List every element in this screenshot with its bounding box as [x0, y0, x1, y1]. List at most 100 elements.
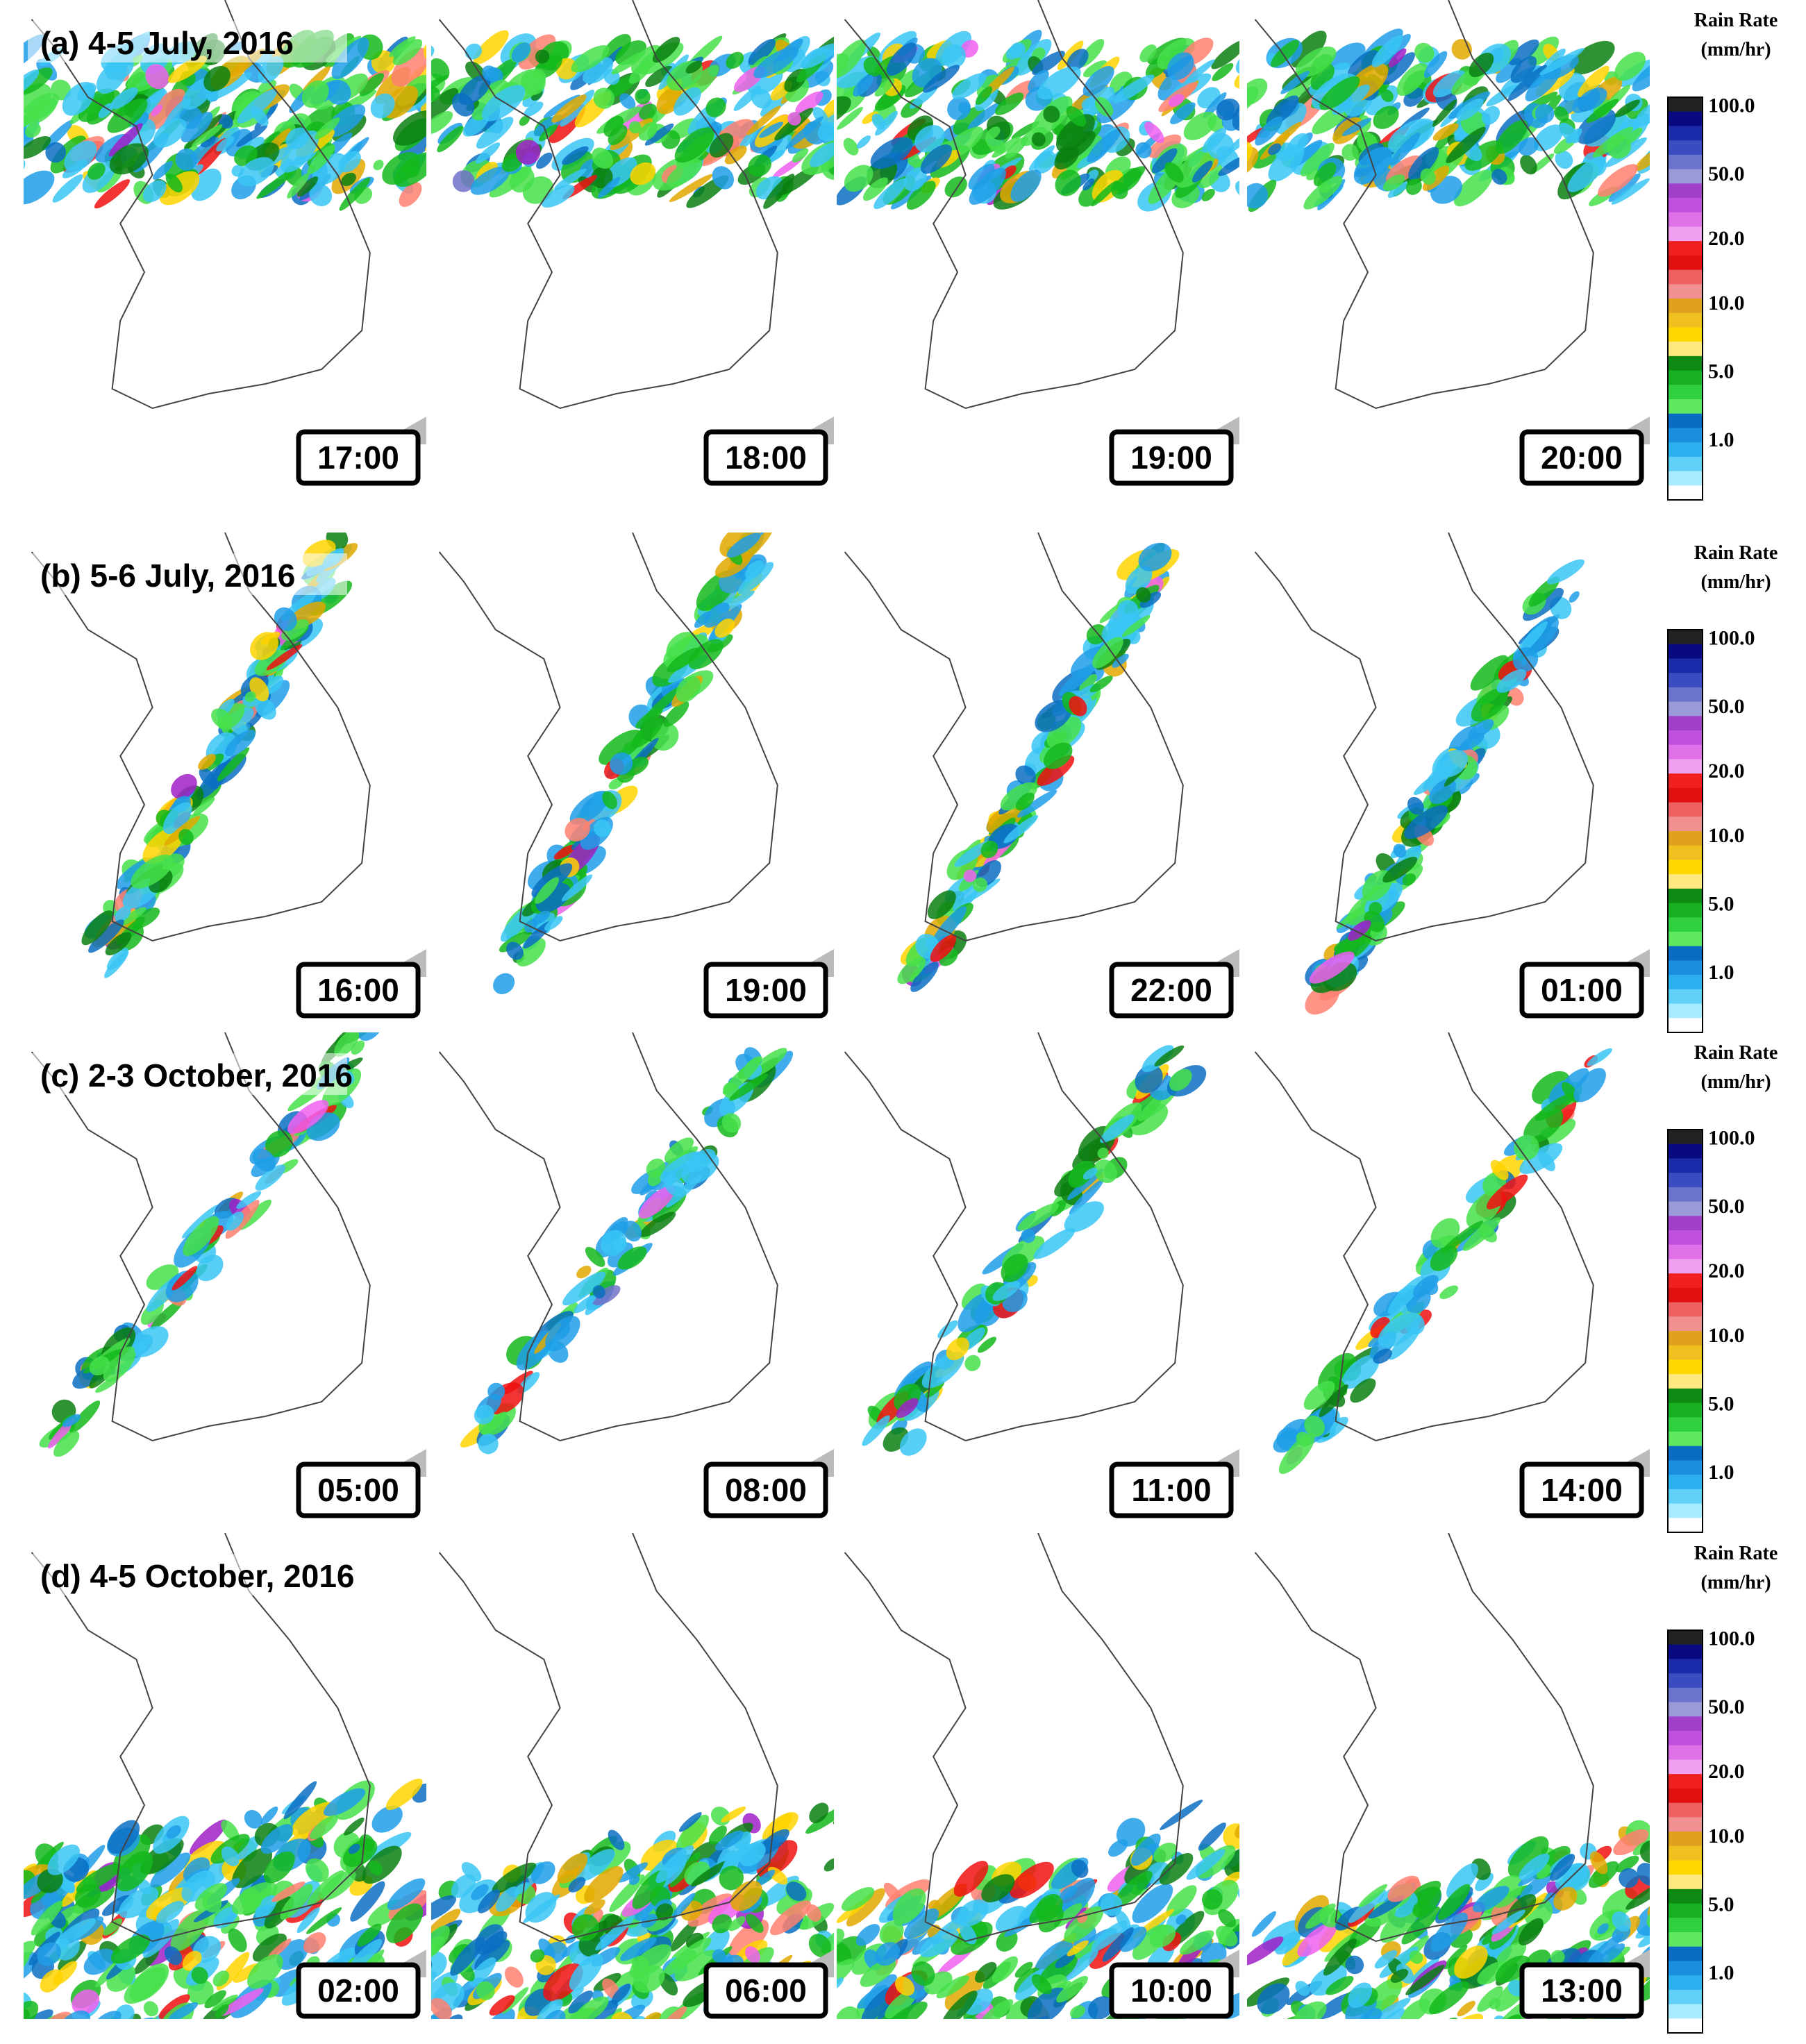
rain-echo — [1367, 1997, 1411, 2019]
colorbar-swatch — [1668, 673, 1703, 688]
rain-echo — [1064, 1906, 1104, 1943]
rain-echo — [1268, 143, 1282, 156]
rain-echo — [476, 1981, 495, 2000]
colorbar-swatch — [1668, 1475, 1703, 1490]
colorbar-swatch — [1668, 1630, 1703, 1645]
rain-echo — [481, 1411, 508, 1435]
rain-echo — [171, 773, 197, 799]
rain-echo — [506, 941, 524, 960]
rain-echo — [980, 1999, 1014, 2019]
rain-echo — [437, 2036, 474, 2044]
rain-echo — [549, 2016, 597, 2044]
rain-echo — [583, 2000, 619, 2019]
rain-echo — [489, 1995, 515, 2016]
colorbar-swatch — [1668, 1659, 1703, 1674]
label-background — [28, 21, 347, 62]
rain-echo — [1303, 1380, 1335, 1410]
time-label: 06:00 — [725, 1972, 807, 2009]
colorbar-swatch — [1668, 816, 1703, 832]
rain-echo — [800, 43, 834, 69]
colorbar-swatch — [1668, 2004, 1703, 2019]
rain-echo — [535, 49, 550, 64]
rain-echo — [1170, 102, 1196, 124]
rain-echo — [910, 962, 939, 992]
rain-echo — [947, 97, 971, 121]
rain-echo — [1183, 112, 1217, 140]
rain-echo — [315, 117, 340, 140]
rain-echo — [862, 1415, 890, 1446]
rain-echo — [115, 905, 131, 923]
rain-echo — [1373, 1348, 1392, 1364]
rain-echo — [708, 1825, 727, 1845]
rain-echo — [1533, 124, 1564, 151]
rain-echo — [69, 1400, 101, 1434]
rain-echo — [551, 94, 587, 123]
rain-echo — [51, 2029, 90, 2044]
radar-panel — [431, 0, 834, 486]
rain-echo — [1102, 1927, 1134, 1962]
rain-echo — [1115, 1910, 1131, 1931]
colorbar-swatch — [1668, 1331, 1703, 1346]
rain-echo — [933, 2027, 952, 2044]
time-label: 08:00 — [725, 1472, 807, 1508]
coastline — [440, 1032, 778, 1441]
rain-echo — [630, 162, 656, 185]
colorbar-swatch — [1668, 802, 1703, 817]
rain-echo — [593, 87, 615, 109]
radar-panel — [837, 1032, 1239, 1518]
rain-echo — [941, 2039, 959, 2044]
rain-echo — [1275, 103, 1307, 135]
rain-echo — [719, 1866, 744, 1891]
colorbar-swatch — [1668, 1316, 1703, 1332]
rain-echo — [996, 1929, 1018, 1952]
rain-echo — [438, 2036, 477, 2044]
rain-echo — [646, 1158, 665, 1178]
rain-echo — [1342, 117, 1372, 136]
colorbar-swatch — [1668, 1888, 1703, 1904]
colorbar-swatch — [1668, 1946, 1703, 1961]
rain-echo — [746, 106, 781, 135]
rain-echo — [1351, 2022, 1368, 2038]
rain-echo — [1520, 1871, 1553, 1900]
colorbar-swatch — [1668, 1003, 1703, 1019]
colorbar-tick-label: 100.0 — [1708, 94, 1755, 117]
rain-echo — [1638, 1924, 1650, 1947]
rain-echo — [962, 2027, 998, 2044]
colorbar-swatch — [1668, 1503, 1703, 1518]
panel-background — [24, 1032, 426, 1518]
time-label: 19:00 — [1130, 439, 1212, 476]
rain-echo — [510, 167, 535, 193]
rain-echo — [217, 747, 250, 782]
rain-echo — [966, 2032, 999, 2044]
colorbar-tick-label: 50.0 — [1708, 1195, 1745, 1218]
time-box — [703, 1962, 828, 2019]
rain-echo — [165, 1271, 199, 1302]
colorbar-swatch — [1668, 183, 1703, 199]
rain-echo — [897, 957, 926, 985]
rain-echo — [431, 1936, 444, 1963]
colorbar-frame — [1667, 97, 1703, 501]
colorbar-swatch — [1668, 1417, 1703, 1432]
rain-echo — [963, 869, 977, 882]
rain-echo — [1069, 1179, 1104, 1215]
colorbar-swatch — [1668, 1817, 1703, 1832]
colorbar-swatch — [1668, 1158, 1703, 1173]
rain-echo — [1323, 1938, 1357, 1976]
rain-echo — [1300, 142, 1335, 177]
time-box — [1109, 1962, 1234, 2019]
rain-echo — [770, 1900, 811, 1936]
rain-echo — [1247, 86, 1259, 116]
rain-echo — [531, 910, 550, 925]
rain-echo — [1539, 48, 1585, 76]
rain-echo — [591, 166, 613, 189]
rain-echo — [808, 1934, 832, 1958]
label-background — [28, 1554, 347, 1595]
rain-echo — [403, 161, 420, 178]
rain-echo — [585, 1246, 605, 1267]
rain-echo — [24, 111, 38, 133]
rain-echo — [576, 1265, 592, 1279]
rain-echo — [131, 855, 174, 889]
rain-echo — [1057, 1877, 1096, 1920]
colorbar-swatch — [1668, 1345, 1703, 1360]
rain-echo — [0, 1993, 28, 2044]
